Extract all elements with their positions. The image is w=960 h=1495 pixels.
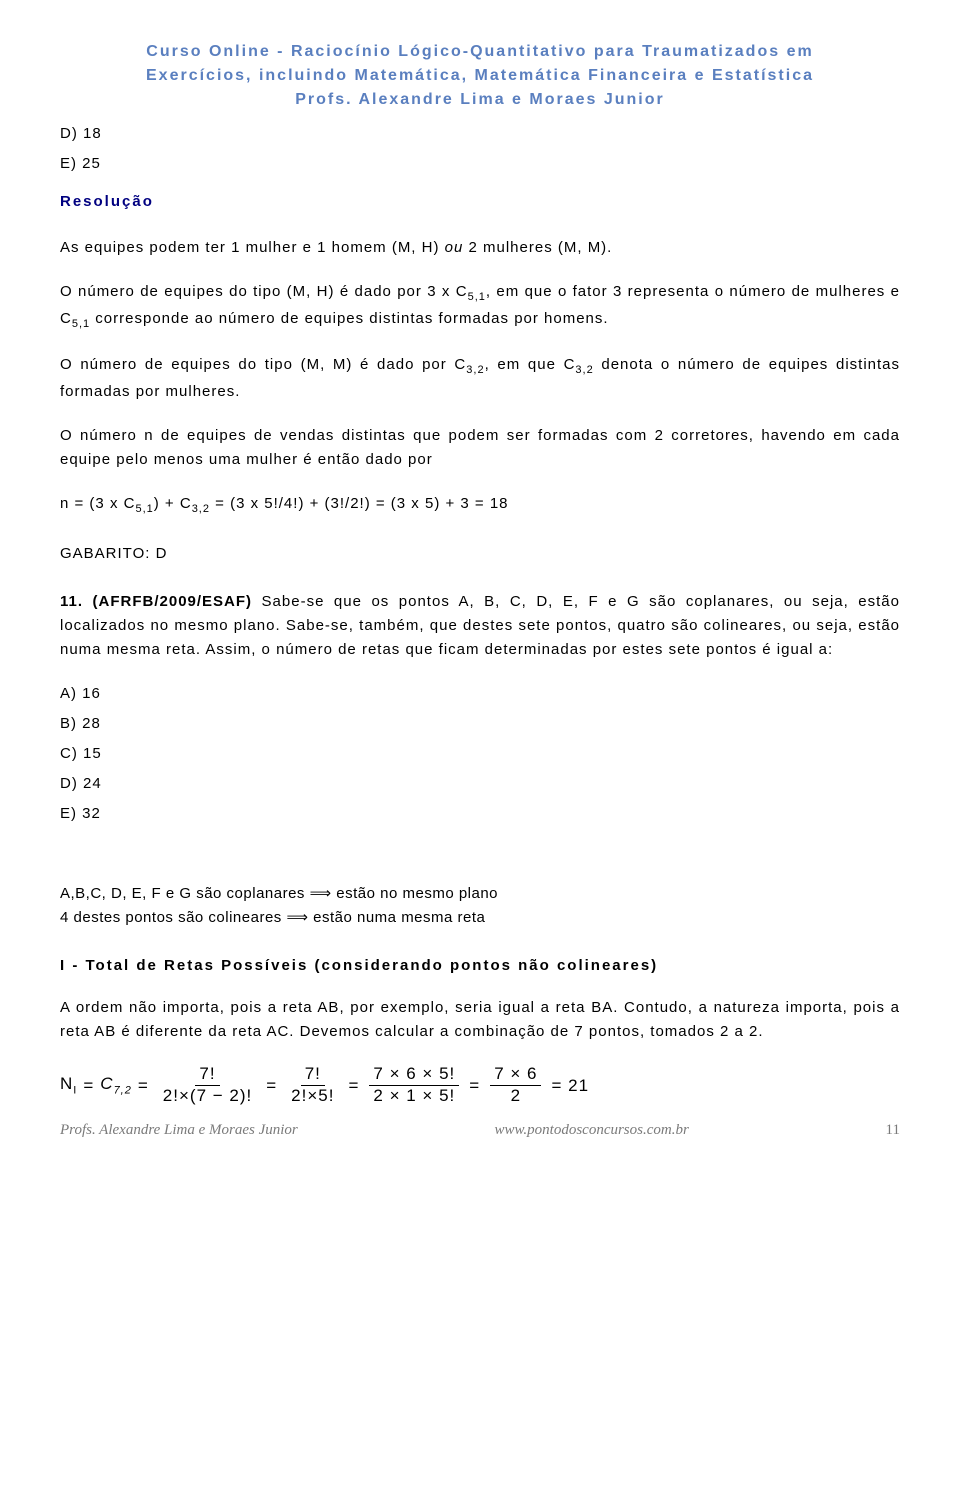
coplanar-line-2: 4 destes pontos são colineares ⟹ estão n… bbox=[60, 906, 900, 930]
gabarito: GABARITO: D bbox=[60, 542, 900, 566]
page-header: Curso Online - Raciocínio Lógico-Quantit… bbox=[60, 40, 900, 112]
question-11: 11. (AFRFB/2009/ESAF) Sabe-se que os pon… bbox=[60, 590, 900, 662]
section-i-heading: I - Total de Retas Possíveis (consideran… bbox=[60, 954, 900, 978]
option-d: D) 18 bbox=[60, 122, 900, 146]
question-11-number: 11. (AFRFB/2009/ESAF) bbox=[60, 593, 262, 610]
page-footer: Profs. Alexandre Lima e Moraes Junior ww… bbox=[60, 1122, 900, 1139]
option-e: E) 25 bbox=[60, 152, 900, 176]
spacer bbox=[60, 832, 900, 882]
paragraph-3: O número de equipes do tipo (M, M) é dad… bbox=[60, 353, 900, 404]
coplanar-line-1: A,B,C, D, E, F e G são coplanares ⟹ estã… bbox=[60, 882, 900, 906]
header-line-1: Curso Online - Raciocínio Lógico-Quantit… bbox=[60, 40, 900, 64]
header-profs: Profs. Alexandre Lima e Moraes Junior bbox=[60, 88, 900, 112]
footer-left: Profs. Alexandre Lima e Moraes Junior bbox=[60, 1122, 298, 1139]
paragraph-2: O número de equipes do tipo (M, H) é dad… bbox=[60, 280, 900, 333]
paragraph-1: As equipes podem ter 1 mulher e 1 homem … bbox=[60, 236, 900, 260]
header-line-2: Exercícios, incluindo Matemática, Matemá… bbox=[60, 64, 900, 88]
document-body: D) 18 E) 25 Resolução As equipes podem t… bbox=[60, 122, 900, 1106]
option-c: C) 15 bbox=[60, 742, 900, 766]
resolucao-heading: Resolução bbox=[60, 190, 900, 214]
option-b: B) 28 bbox=[60, 712, 900, 736]
option-a: A) 16 bbox=[60, 682, 900, 706]
option-e2: E) 32 bbox=[60, 802, 900, 826]
paragraph-4: O número n de equipes de vendas distinta… bbox=[60, 424, 900, 472]
formula-c72: NI = C7,2 = 7! 2!×(7 − 2)! = 7! 2!×5! = … bbox=[60, 1064, 900, 1106]
footer-center: www.pontodosconcursos.com.br bbox=[495, 1122, 689, 1139]
footer-page: 11 bbox=[886, 1122, 900, 1139]
formula-n: n = (3 x C5,1) + C3,2 = (3 x 5!/4!) + (3… bbox=[60, 492, 900, 519]
paragraph-5: A ordem não importa, pois a reta AB, por… bbox=[60, 996, 900, 1044]
option-d2: D) 24 bbox=[60, 772, 900, 796]
